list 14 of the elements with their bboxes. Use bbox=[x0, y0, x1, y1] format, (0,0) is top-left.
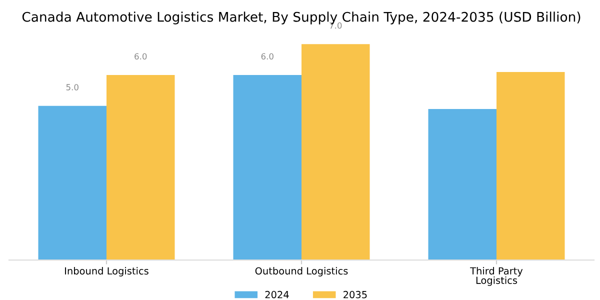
bar bbox=[106, 75, 175, 260]
data-label: 5.0 bbox=[66, 84, 78, 90]
legend-label: 2024 bbox=[265, 290, 289, 298]
data-label: 6.0 bbox=[261, 53, 274, 60]
x-tick-label: Third Party Logistics bbox=[470, 267, 523, 286]
data-label: 6.0 bbox=[134, 53, 147, 60]
bar bbox=[233, 75, 302, 260]
x-tick-label: Outbound Logistics bbox=[255, 267, 348, 276]
bar bbox=[496, 72, 565, 260]
legend-label: 2035 bbox=[344, 290, 367, 298]
bar bbox=[302, 44, 370, 260]
x-tick-label: Inbound Logistics bbox=[65, 267, 148, 276]
bar bbox=[38, 106, 106, 260]
bar bbox=[428, 108, 496, 260]
